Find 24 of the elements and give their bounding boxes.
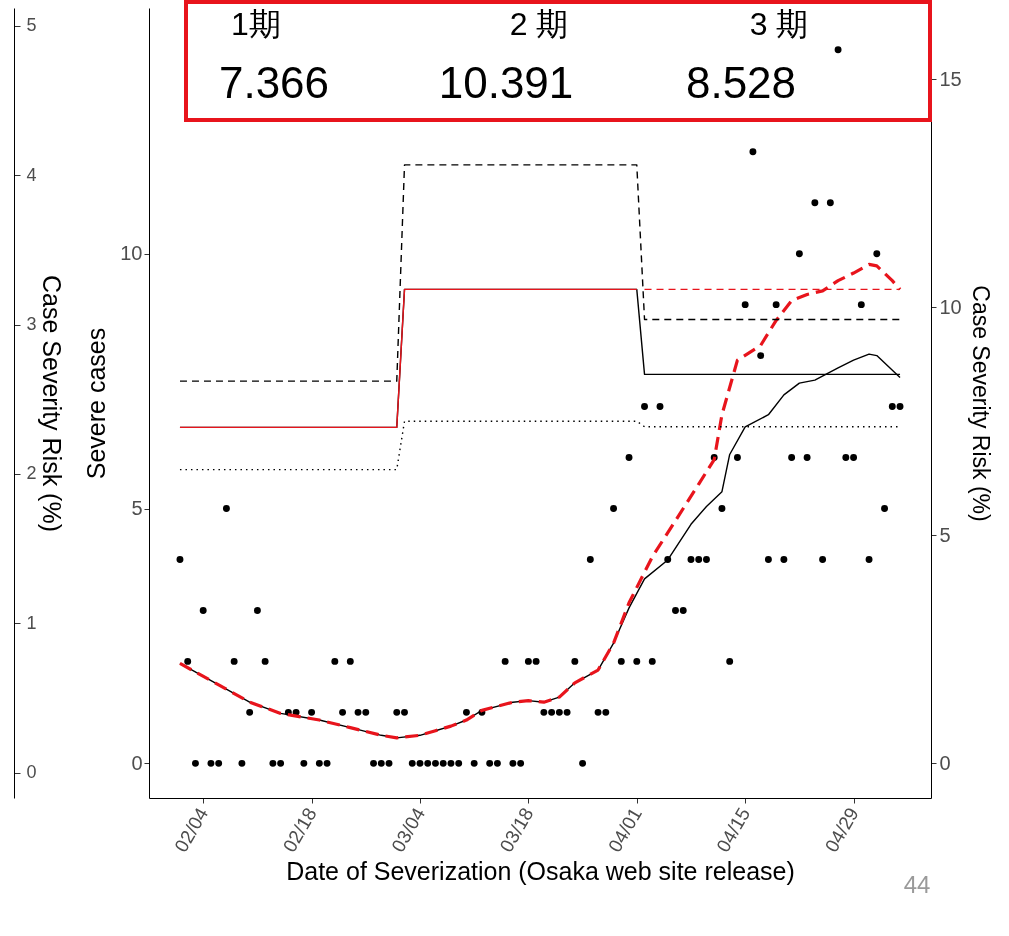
y2-tick-label: 5 [939, 523, 951, 546]
y-tick-label: 0 [131, 751, 143, 774]
annotation: 2 期 [509, 5, 569, 44]
y3-tick-label: 0 [26, 762, 37, 783]
y3-tick-label: 1 [26, 612, 37, 633]
y2-tick-label: 0 [939, 751, 951, 774]
y3-axis-title: Case Severity Risk (%) [37, 275, 66, 532]
y2-tick-label: 10 [939, 295, 962, 318]
y2-tick-label: 15 [939, 67, 962, 90]
y2-axis-title: Case Severity Risk (%) [967, 285, 994, 522]
annotation: 3 期 [749, 5, 809, 44]
annotation: 10.391 [438, 58, 574, 108]
y3-tick-label: 5 [26, 15, 37, 36]
text: 44 [903, 871, 931, 899]
annotation: 7.366 [218, 58, 330, 108]
y-tick-label: 5 [131, 497, 143, 519]
y-axis-title: Severe cases [82, 327, 111, 480]
annotation: 1期 [231, 5, 281, 44]
y3-tick-label: 4 [26, 164, 37, 185]
y3-tick-label: 3 [26, 314, 37, 335]
annotation: 8.528 [685, 58, 797, 108]
y-tick-label: 10 [120, 242, 143, 265]
x-axis-title: Date of Severization (Osaka web site release) [286, 856, 795, 885]
y3-tick-label: 2 [26, 463, 37, 484]
